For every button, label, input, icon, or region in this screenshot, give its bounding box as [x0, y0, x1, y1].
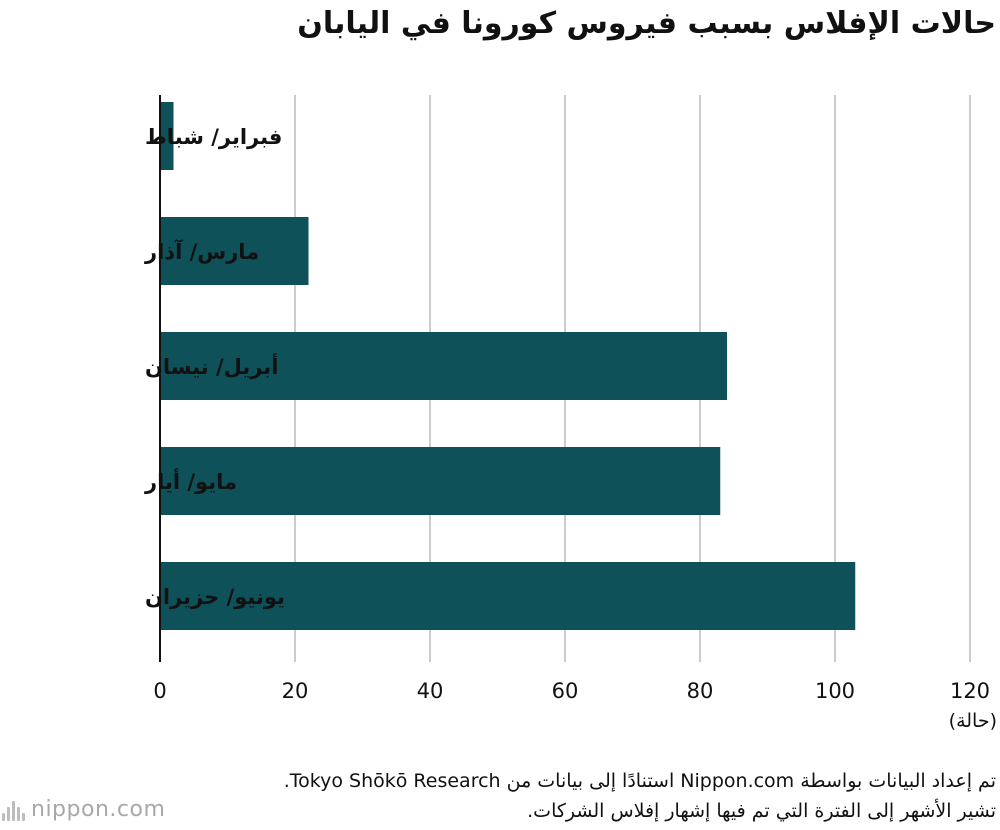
category-label: مارس/ آذار — [144, 239, 259, 264]
bar — [160, 332, 727, 400]
x-tick-label: 60 — [552, 679, 579, 703]
category-label: مايو/ أيار — [144, 467, 237, 494]
bar-chart: فبراير/ شباط مارس/ آذار أبريل/ نيسان مايو/ … — [144, 95, 997, 732]
month-note: تشير الأشهر إلى الفترة التي تم فيها إشها… — [527, 800, 996, 822]
source-note: تم إعداد البيانات بواسطة Nippon.com استن… — [283, 770, 996, 792]
x-tick-label: 100 — [815, 679, 855, 703]
x-tick-labels: 0 20 40 60 80 100 120 — [153, 679, 990, 703]
bar — [160, 102, 174, 170]
x-tick-label: 80 — [687, 679, 714, 703]
bar — [160, 447, 721, 515]
bar — [160, 562, 856, 630]
bars — [160, 102, 856, 630]
x-tick-label: 120 — [950, 679, 990, 703]
x-tick-label: 0 — [153, 679, 166, 703]
category-label: فبراير/ شباط — [145, 125, 282, 149]
nippon-logo-mark-icon — [2, 799, 25, 821]
logo-text: nippon.com — [31, 797, 166, 822]
category-label: يونيو/ حزيران — [145, 585, 285, 609]
x-tick-label: 20 — [282, 679, 309, 703]
chart-title: حالات الإفلاس بسبب فيروس كورونا في الياب… — [297, 6, 996, 41]
x-tick-label: 40 — [417, 679, 444, 703]
bar — [160, 217, 309, 285]
category-label: أبريل/ نيسان — [145, 352, 278, 379]
category-labels: فبراير/ شباط مارس/ آذار أبريل/ نيسان مايو/ … — [144, 125, 285, 609]
nippon-logo: nippon.com — [2, 797, 165, 822]
x-axis-label: (حالة) — [949, 710, 997, 732]
